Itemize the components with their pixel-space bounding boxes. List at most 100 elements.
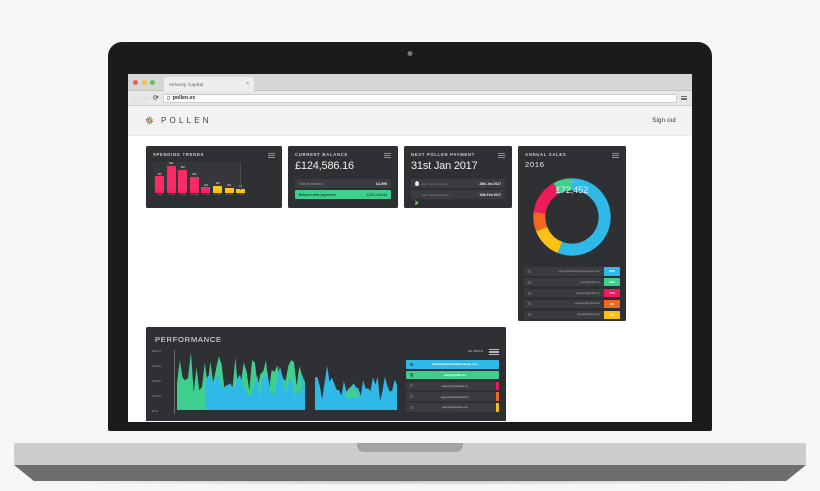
card-menu-icon[interactable] bbox=[489, 348, 499, 355]
close-window-icon[interactable] bbox=[133, 79, 138, 85]
next-payment-row: Est. Next Payment 28th Jan 2017 bbox=[411, 179, 505, 189]
legend-checkbox[interactable] bbox=[528, 313, 531, 317]
y-tick-label: £600.00 bbox=[152, 365, 162, 368]
forward-icon[interactable]: → bbox=[143, 95, 149, 101]
bar-value: 520 bbox=[180, 166, 185, 170]
annual-sales-year: 2016 bbox=[525, 160, 545, 170]
laptop-base bbox=[14, 443, 806, 465]
chart-highlight-zone bbox=[153, 162, 240, 190]
card-menu-icon[interactable] bbox=[384, 152, 391, 159]
bar-label: 18 JAN bbox=[179, 194, 187, 197]
card-current-balance: CURRENT BALANCE £124,586.16 Total Schedu… bbox=[288, 146, 398, 208]
browser-toolbar: ← → ⟳ pollen.vc bbox=[128, 91, 692, 106]
back-icon[interactable]: ← bbox=[133, 95, 139, 101]
legend-row[interactable]: appstore@pollen.vc 15% bbox=[524, 288, 620, 298]
card-menu-icon[interactable] bbox=[268, 152, 275, 159]
address-bar[interactable]: pollen.vc bbox=[162, 93, 677, 103]
card-title: NEXT POLLEN PAYMENT bbox=[411, 152, 475, 157]
card-next-pollen-payment: NEXT POLLEN PAYMENT 31st Jan 2017 Est. N… bbox=[404, 146, 512, 208]
donut-total-label: Total bbox=[568, 180, 576, 184]
performance-body: £800.00£600.00£400.00£200.00£0.00 01.07.… bbox=[146, 344, 506, 421]
donut-segment[interactable] bbox=[533, 212, 548, 232]
legend-checkbox[interactable] bbox=[528, 280, 531, 284]
legend-checkbox[interactable] bbox=[528, 291, 531, 295]
legend-checkbox[interactable] bbox=[528, 269, 531, 273]
annual-sales-donut bbox=[518, 174, 626, 260]
legend-row[interactable]: appsales@adsn.uk 8% bbox=[524, 310, 620, 320]
y-tick-label: £400.00 bbox=[152, 380, 162, 383]
minimize-window-icon[interactable] bbox=[141, 79, 147, 85]
card-title: CURRENT BALANCE bbox=[295, 152, 348, 157]
app-color-bar bbox=[496, 392, 499, 401]
performance-app-label: appsales@adsn.uk bbox=[442, 405, 468, 410]
bar[interactable] bbox=[178, 169, 188, 193]
performance-filter-row: 90 DAYS bbox=[406, 348, 499, 355]
page-info-icon bbox=[166, 96, 170, 100]
bar[interactable] bbox=[155, 176, 164, 193]
browser-tab[interactable]: Velocity Capital × bbox=[164, 77, 254, 91]
donut-segment[interactable] bbox=[533, 183, 560, 215]
days-filter-label[interactable]: 90 DAYS bbox=[468, 349, 483, 354]
bar-value: 610 bbox=[169, 162, 174, 166]
bar-value: 370 bbox=[157, 172, 162, 176]
bar-value: 150 bbox=[215, 182, 220, 186]
area-series bbox=[315, 365, 397, 410]
bar[interactable] bbox=[236, 189, 246, 193]
legend-row[interactable]: sales@pollen.vc 13% bbox=[524, 277, 620, 287]
browser-menu-icon[interactable] bbox=[681, 95, 687, 101]
bar-group: 110 08 FEB bbox=[224, 160, 234, 197]
card-title: ANNUAL SALES bbox=[525, 152, 567, 157]
performance-app-row[interactable]: appsales@pulsed.uk bbox=[406, 392, 499, 401]
bar[interactable] bbox=[212, 186, 222, 193]
bar[interactable] bbox=[201, 187, 211, 193]
bar-value: 80 bbox=[239, 185, 242, 189]
bar-group: 360 24 JAN bbox=[189, 160, 199, 197]
legend-percentage: 15% bbox=[604, 288, 620, 298]
browser-tab-title: Velocity Capital bbox=[169, 81, 204, 87]
bar-label: 24 JAN bbox=[190, 194, 198, 197]
brand[interactable]: POLLEN bbox=[144, 115, 212, 126]
maximize-window-icon[interactable] bbox=[150, 79, 155, 85]
legend-checkbox[interactable] bbox=[528, 302, 531, 306]
sign-out-link[interactable]: Sign out bbox=[652, 117, 676, 124]
legend-row[interactable]: appsales@pulsed.uk 8% bbox=[524, 299, 620, 309]
app-color-bar bbox=[496, 381, 499, 391]
donut-chart bbox=[533, 178, 611, 256]
window-controls[interactable] bbox=[133, 79, 155, 85]
web-page: POLLEN Sign out SPENDING TRENDS bbox=[128, 106, 692, 421]
performance-series bbox=[177, 352, 397, 410]
bar-group: 370 8 JAN bbox=[155, 160, 164, 196]
performance-app-row[interactable]: appstore@pollen.vc bbox=[406, 381, 499, 391]
performance-app-row[interactable]: sales@pollen.vc bbox=[406, 370, 499, 380]
bar-label: 8 JAN bbox=[156, 194, 163, 197]
performance-app-row[interactable]: admin@alwachampionsleage.com bbox=[406, 359, 499, 369]
card-performance: PERFORMANCE £800.00 £600.00 £400.00 £200.00… bbox=[146, 327, 506, 421]
payment-row-label: Est. Next Payment bbox=[423, 192, 449, 197]
close-tab-icon[interactable]: × bbox=[246, 80, 249, 87]
performance-app-row[interactable]: appsales@adsn.uk bbox=[406, 403, 499, 412]
donut-total-value: £72,452 bbox=[555, 185, 589, 195]
card-menu-icon[interactable] bbox=[612, 152, 619, 159]
legend-row[interactable]: admin@alwachampionsleage.com 56% bbox=[524, 267, 620, 276]
legend-percentage: 8% bbox=[604, 310, 620, 320]
bar[interactable] bbox=[189, 176, 199, 193]
browser-window: Velocity Capital × ← → ⟳ pollen.vc bbox=[128, 74, 692, 422]
donut-segment[interactable] bbox=[557, 178, 611, 256]
app-icon bbox=[410, 384, 414, 388]
y-axis-labels: £800.00 £600.00 £400.00 £200.00 £0.00 bbox=[152, 350, 161, 413]
bar[interactable] bbox=[166, 165, 176, 193]
legend-percentage: 56% bbox=[604, 267, 620, 276]
reload-icon[interactable]: ⟳ bbox=[153, 94, 159, 102]
card-header: PERFORMANCE bbox=[146, 327, 506, 344]
pollen-logo-icon bbox=[145, 116, 154, 125]
bar-label: 08 FEB bbox=[225, 194, 233, 197]
balance-row-value: £2,599 bbox=[376, 181, 387, 186]
donut-segment[interactable] bbox=[536, 226, 563, 254]
donut-segment[interactable] bbox=[553, 178, 573, 194]
bar[interactable] bbox=[224, 187, 234, 193]
bar-value: 360 bbox=[192, 173, 197, 177]
annual-sales-legend: admin@alwachampionsleage.com 56% sales@pol… bbox=[518, 260, 626, 320]
card-annual-sales: ANNUAL SALES 2016 Total £72,452 admin@al… bbox=[518, 146, 626, 321]
card-menu-icon[interactable] bbox=[498, 152, 505, 159]
